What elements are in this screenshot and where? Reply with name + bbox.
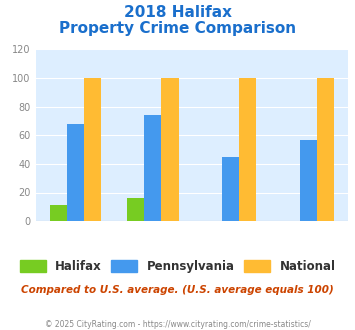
Bar bbox=[222, 157, 239, 221]
Bar bbox=[127, 198, 144, 221]
Bar bbox=[84, 78, 101, 221]
Bar bbox=[239, 78, 256, 221]
Text: Compared to U.S. average. (U.S. average equals 100): Compared to U.S. average. (U.S. average … bbox=[21, 285, 334, 295]
Bar bbox=[67, 124, 84, 221]
Text: Property Crime Comparison: Property Crime Comparison bbox=[59, 21, 296, 36]
Bar bbox=[317, 78, 334, 221]
Text: © 2025 CityRating.com - https://www.cityrating.com/crime-statistics/: © 2025 CityRating.com - https://www.city… bbox=[45, 320, 310, 329]
Text: 2018 Halifax: 2018 Halifax bbox=[124, 5, 231, 20]
Legend: Halifax, Pennsylvania, National: Halifax, Pennsylvania, National bbox=[15, 255, 340, 278]
Bar bbox=[162, 78, 179, 221]
Bar bbox=[300, 140, 317, 221]
Bar bbox=[144, 115, 162, 221]
Bar bbox=[50, 205, 67, 221]
